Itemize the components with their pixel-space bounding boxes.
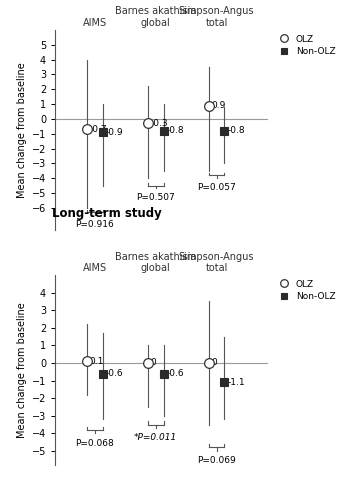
Text: -1.1: -1.1	[227, 378, 245, 387]
Text: -0.8: -0.8	[227, 126, 245, 135]
Text: 0: 0	[151, 358, 157, 368]
Text: P=0.916: P=0.916	[75, 220, 114, 228]
Text: Simpson-Angus
total: Simpson-Angus total	[179, 252, 254, 273]
Text: Simpson-Angus
total: Simpson-Angus total	[179, 6, 254, 28]
Text: -0.7: -0.7	[90, 125, 107, 134]
Text: P=0.068: P=0.068	[75, 438, 114, 448]
Text: -0.8: -0.8	[166, 126, 184, 135]
Text: P=0.057: P=0.057	[197, 182, 236, 192]
Text: P=0.069: P=0.069	[197, 456, 236, 465]
Text: 0.1: 0.1	[90, 356, 104, 366]
Text: Barnes akathisia
global: Barnes akathisia global	[115, 6, 196, 28]
Text: -0.6: -0.6	[166, 369, 184, 378]
Text: -0.3: -0.3	[151, 119, 168, 128]
Text: AIMS: AIMS	[83, 263, 107, 273]
Text: -0.6: -0.6	[106, 369, 123, 378]
Y-axis label: Mean change from baseline: Mean change from baseline	[18, 302, 28, 438]
Text: Long-term study: Long-term study	[52, 207, 162, 220]
Y-axis label: Mean change from baseline: Mean change from baseline	[18, 62, 28, 198]
Text: Barnes akathisia
global: Barnes akathisia global	[115, 252, 196, 273]
Text: 0.9: 0.9	[212, 101, 226, 110]
Legend: OLZ, Non-OLZ: OLZ, Non-OLZ	[275, 34, 335, 56]
Text: AIMS: AIMS	[83, 18, 107, 28]
Text: P=0.507: P=0.507	[136, 193, 175, 202]
Text: 0: 0	[212, 358, 217, 368]
Text: *P=0.011: *P=0.011	[134, 434, 177, 442]
Text: -0.9: -0.9	[106, 128, 123, 136]
Legend: OLZ, Non-OLZ: OLZ, Non-OLZ	[275, 280, 335, 301]
